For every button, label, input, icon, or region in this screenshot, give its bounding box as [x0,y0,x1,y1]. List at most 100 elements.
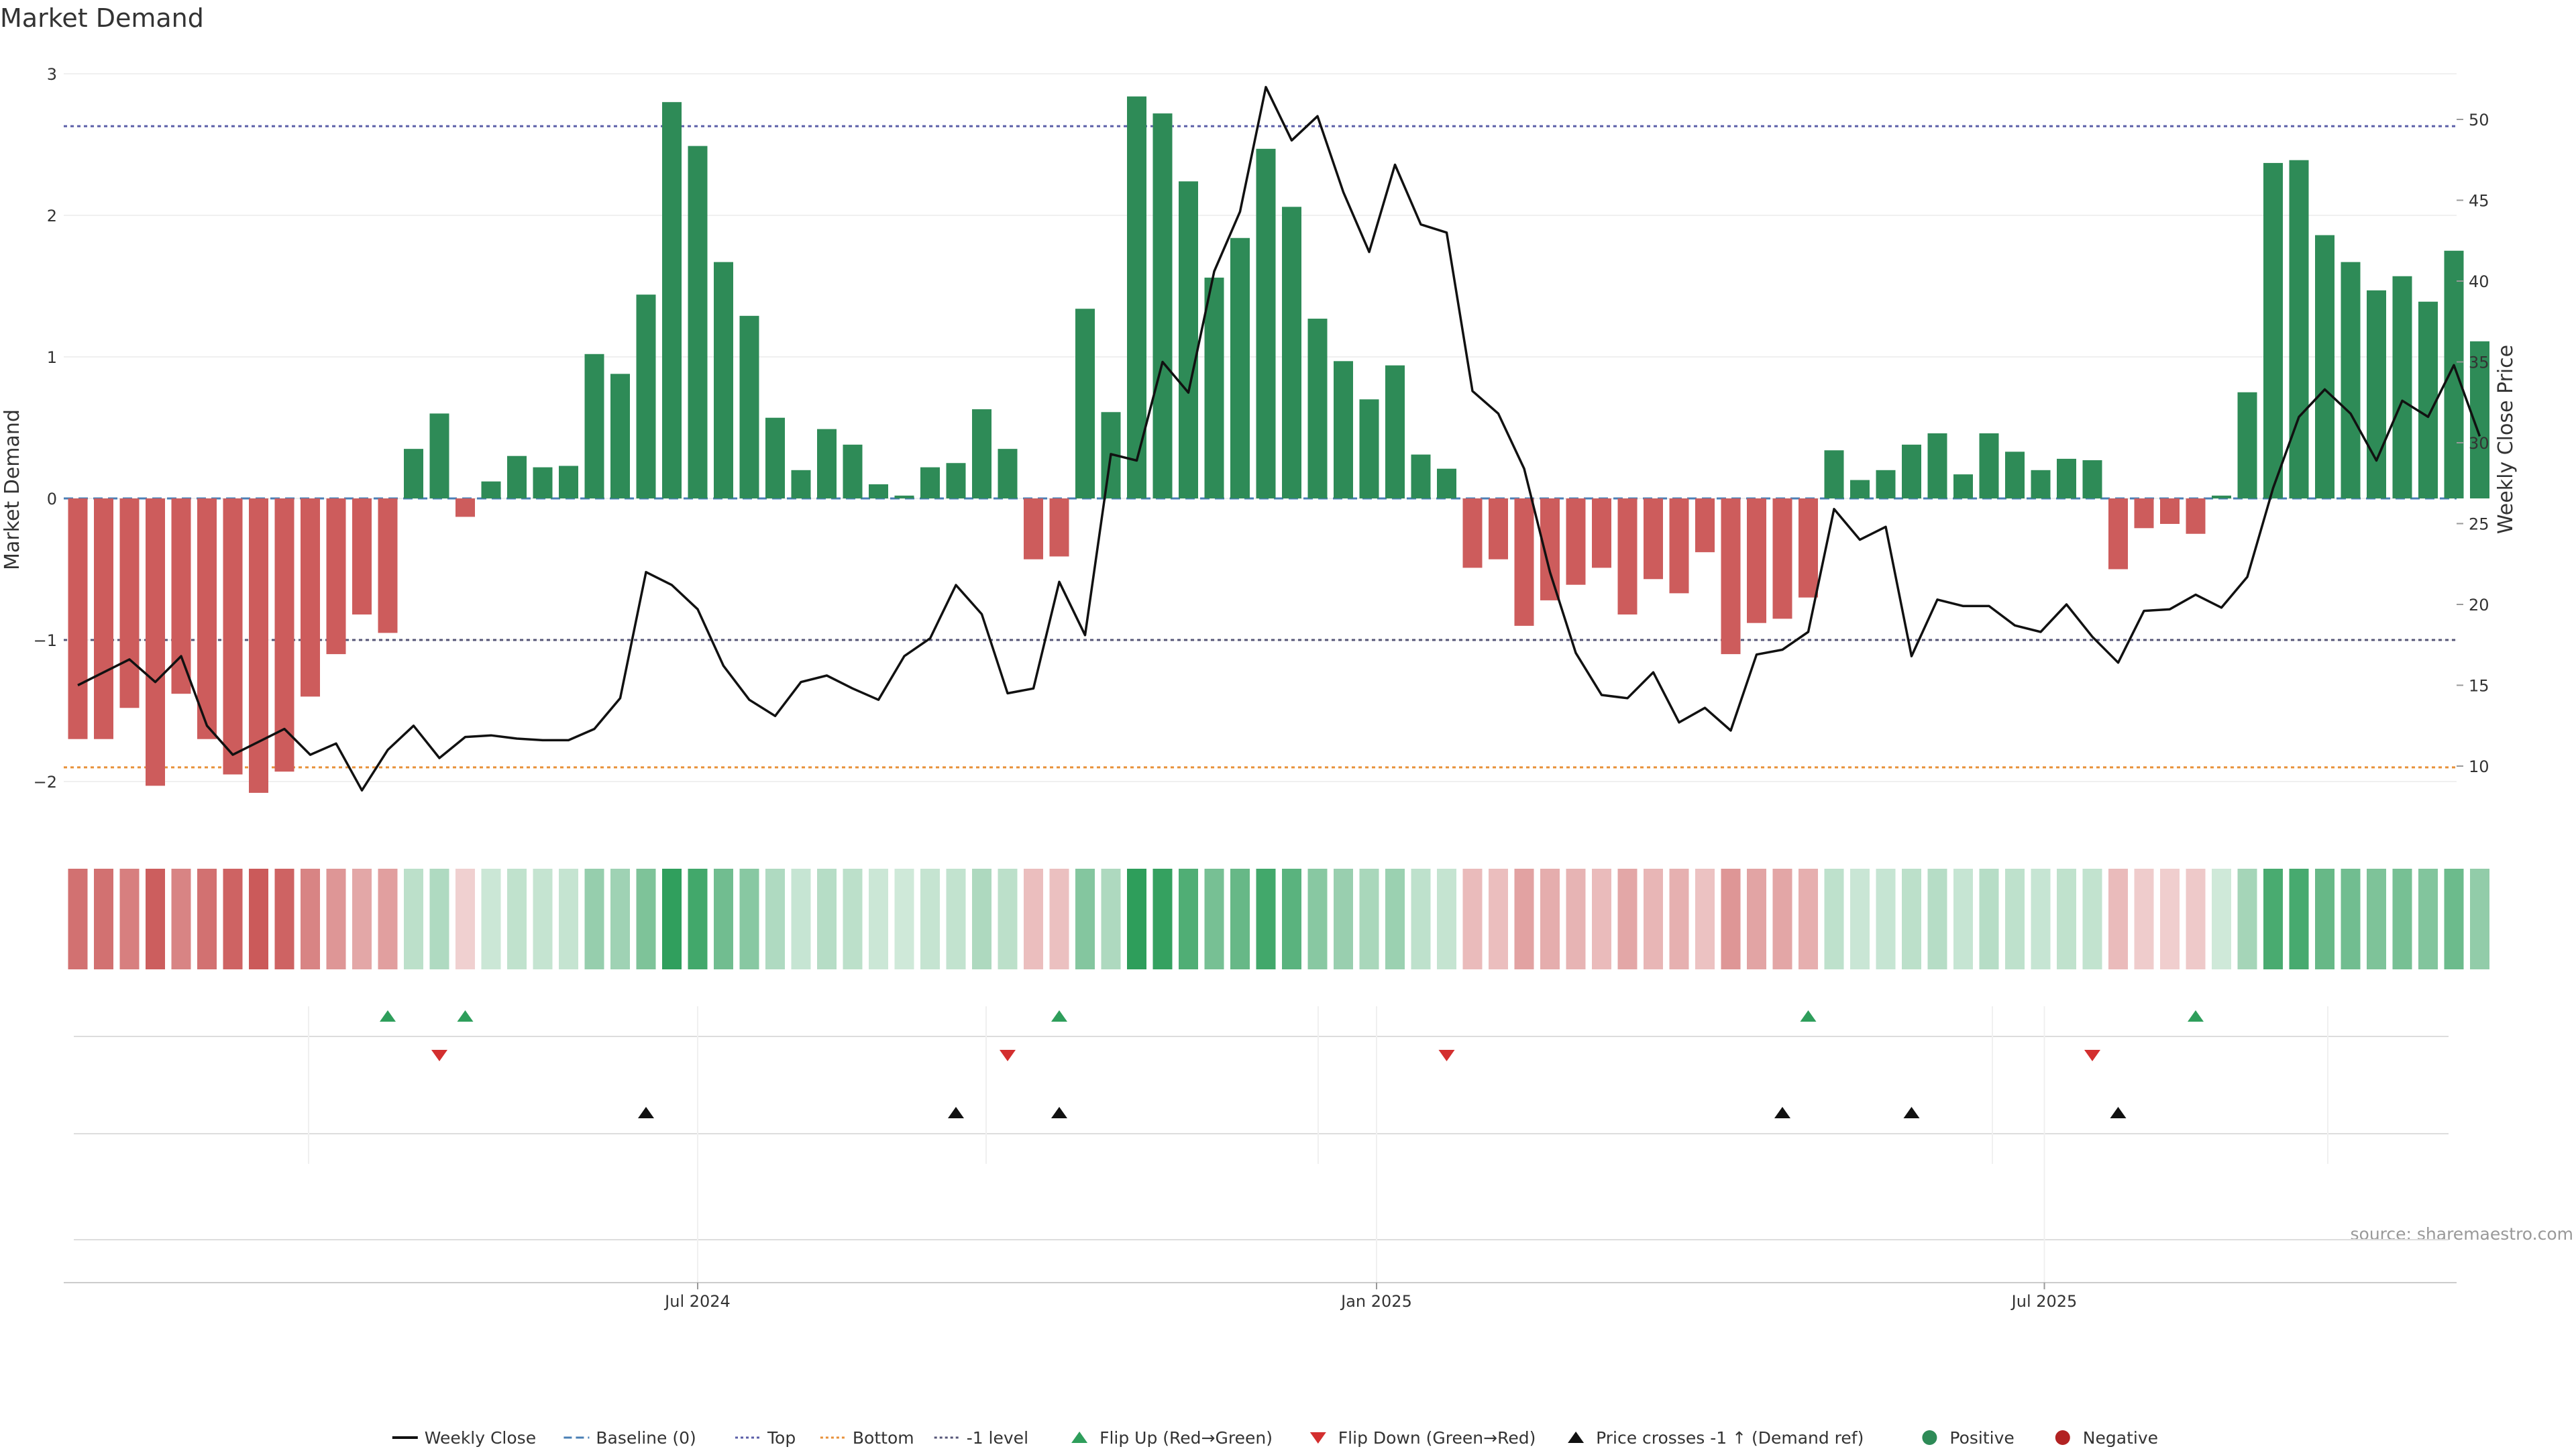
heat-cell [1230,869,1250,969]
demand-bar [2418,301,2438,498]
demand-bar [119,498,140,708]
heat-cell [2418,869,2438,969]
y2-tick-label: 50 [2469,111,2489,129]
demand-bar [2160,498,2180,524]
price-cross-marker [2110,1107,2127,1118]
heat-cell [68,869,88,969]
demand-bar [998,449,1018,498]
legend-swatch [1568,1432,1585,1443]
heat-cell [146,869,165,969]
demand-bar [2315,235,2334,498]
demand-bar [1179,181,1198,498]
demand-bar [1385,365,1405,498]
demand-bar [636,294,656,498]
demand-bar [817,429,837,498]
demand-bar [1256,148,1276,498]
heat-cell [2263,869,2283,969]
demand-bar [2392,276,2412,498]
flip-up-marker [2188,1010,2204,1022]
heat-cell [223,869,243,969]
heat-cell [688,869,708,969]
flip-up-marker [1051,1010,1067,1022]
demand-bar [714,262,733,498]
heat-cell [455,869,475,969]
legend-item: Top [735,1428,796,1448]
legend-label: Bottom [853,1428,914,1448]
demand-bar [791,470,811,498]
demand-bar [1411,454,1431,498]
demand-bar [378,498,398,633]
heat-cell [1644,869,1663,969]
demand-bar [688,146,708,499]
demand-heat-strip [68,869,2489,969]
x-axis: Jul 2024 Jan 2025 Jul 2025 [64,1282,2457,1311]
heat-cell [2005,869,2025,969]
heat-cell [559,869,578,969]
demand-bar [2057,458,2076,498]
demand-bar [1644,498,1663,580]
demand-bar [1075,309,1095,498]
heat-cell [817,869,837,969]
demand-bar [2005,451,2025,498]
heat-cell [662,869,682,969]
price-cross-marker [1051,1107,1067,1118]
demand-bar [2263,162,2283,498]
heat-cell [1799,869,1818,969]
demand-bar [1514,498,1534,626]
demand-bar [1024,498,1043,559]
demand-bar [2134,498,2154,529]
heat-cell [1385,869,1405,969]
heat-cell [429,869,449,969]
demand-bar [1824,450,1844,498]
heat-cell [1902,869,1921,969]
y-tick-label: 0 [47,490,57,508]
legend-swatch [1922,1430,1937,1445]
demand-bar [404,449,423,498]
heat-cell [1617,869,1638,969]
demand-bar [1592,498,1611,568]
demand-bar [1359,399,1379,498]
flip-down-marker [431,1050,447,1061]
heat-cell [2134,869,2154,969]
heat-cell [352,869,372,969]
y-tick-label: 3 [47,65,57,84]
y2-tick-label: 25 [2469,515,2489,534]
y2-tick-label: 20 [2469,596,2489,614]
demand-bar [2341,262,2361,498]
heat-cell [1489,869,1508,969]
demand-bar [1437,468,1456,498]
heat-cell [94,869,113,969]
heat-cell [1256,869,1276,969]
demand-bar [1747,498,1766,623]
legend-label: Negative [2083,1428,2158,1448]
heat-cell [1411,869,1431,969]
demand-bars [68,96,2489,793]
demand-bar [2186,498,2206,534]
heat-cell [2082,869,2102,969]
demand-bar [455,498,475,517]
heat-cell [1824,869,1844,969]
y-tick-label: 2 [47,207,57,225]
heat-cell [533,869,553,969]
legend-item: Bottom [820,1428,914,1448]
heat-cell [171,869,191,969]
demand-bar [2082,460,2102,498]
heat-cell [1437,869,1456,969]
heat-cell [2289,869,2309,969]
heat-cell [739,869,759,969]
demand-bar [429,413,449,498]
heat-cell [1049,869,1069,969]
demand-bar [1772,498,1792,619]
heat-cell [1075,869,1095,969]
demand-bar [352,498,372,615]
legend-item: Price crosses -1 ↑ (Demand ref) [1568,1428,1864,1448]
demand-bar [1152,113,1173,498]
heat-cell [920,869,940,969]
demand-bar [1462,498,1483,568]
legend-swatch [1071,1432,1088,1443]
heat-cell [1540,869,1560,969]
demand-bar [1230,237,1250,498]
demand-bar [946,463,966,498]
demand-bar [146,498,165,786]
